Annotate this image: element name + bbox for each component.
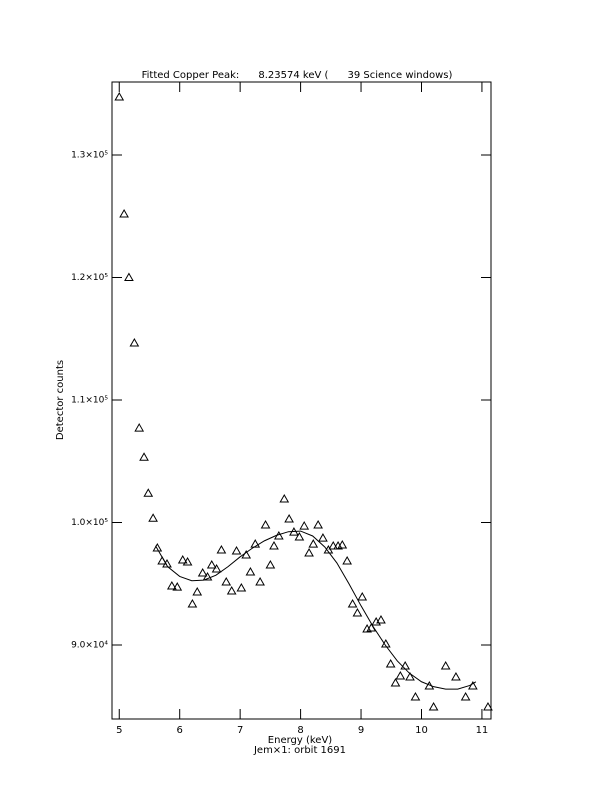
data-point — [313, 519, 323, 529]
fit-line — [155, 530, 477, 690]
data-point — [143, 488, 154, 497]
data-point — [197, 567, 208, 577]
data-point — [255, 577, 265, 586]
data-point — [226, 585, 237, 595]
data-point — [318, 533, 328, 542]
data-point — [260, 519, 271, 529]
data-point — [304, 548, 314, 557]
data-point — [299, 521, 310, 530]
data-point — [337, 540, 348, 549]
data-point — [119, 209, 129, 218]
chart-title: Fitted Copper Peak: 8.23574 keV ( 39 Sci… — [142, 70, 453, 81]
data-point — [451, 671, 461, 681]
data-point — [187, 598, 198, 608]
data-point — [245, 566, 256, 576]
x-tick-label: 7 — [237, 725, 243, 736]
x-axis-label: Energy (keV) — [268, 735, 333, 746]
data-point — [294, 531, 305, 541]
data-point — [284, 513, 294, 523]
data-point — [357, 591, 368, 601]
data-point — [177, 554, 188, 564]
data-point — [182, 556, 193, 566]
subtitle: Jem×1: orbit 1691 — [253, 745, 346, 756]
data-point — [139, 452, 149, 461]
data-point — [172, 582, 183, 591]
data-point — [376, 615, 386, 624]
data-point — [352, 608, 363, 617]
data-point — [347, 598, 358, 608]
data-point — [192, 586, 203, 596]
data-point — [206, 560, 217, 569]
data-point — [460, 691, 471, 701]
data-point — [428, 701, 439, 711]
data-point — [134, 423, 145, 432]
data-point — [221, 577, 232, 586]
data-point — [405, 671, 415, 681]
y-axis-label: Detector counts — [55, 360, 66, 440]
x-tick-label: 5 — [116, 725, 122, 736]
y-tick-label: 1.0×10⁵ — [71, 518, 108, 528]
data-point — [129, 338, 140, 347]
data-point — [211, 564, 222, 573]
data-point — [410, 691, 421, 701]
data-point — [279, 493, 290, 503]
data-point — [440, 660, 451, 670]
x-tick-label: 11 — [476, 725, 489, 736]
data-point — [269, 541, 279, 550]
data-point — [308, 539, 319, 548]
y-tick-label: 1.1×10⁵ — [71, 396, 108, 406]
y-tick-label: 1.3×10⁵ — [71, 151, 108, 161]
plot-frame — [111, 81, 492, 720]
data-point — [114, 91, 125, 101]
data-point — [231, 546, 242, 555]
y-tick-label: 1.2×10⁵ — [71, 273, 108, 283]
x-tick-label: 9 — [358, 725, 364, 736]
data-point — [395, 670, 406, 680]
data-point — [250, 539, 261, 548]
x-tick-label: 8 — [297, 725, 303, 736]
data-point — [385, 658, 396, 668]
x-tick-label: 6 — [177, 725, 183, 736]
data-point — [166, 580, 177, 590]
data-point — [236, 583, 247, 592]
data-point — [328, 541, 339, 550]
data-point — [202, 572, 213, 581]
data-point — [483, 701, 493, 711]
data-point — [148, 513, 158, 522]
data-point — [468, 681, 478, 690]
y-tick-label: 9.0×10⁴ — [71, 641, 108, 651]
data-point — [152, 542, 163, 552]
data-point — [342, 555, 352, 565]
x-tick-label: 10 — [415, 725, 428, 736]
data-point — [390, 677, 401, 687]
data-point — [124, 272, 134, 282]
data-point — [265, 560, 276, 569]
data-point — [216, 544, 227, 554]
data-point — [162, 559, 172, 568]
